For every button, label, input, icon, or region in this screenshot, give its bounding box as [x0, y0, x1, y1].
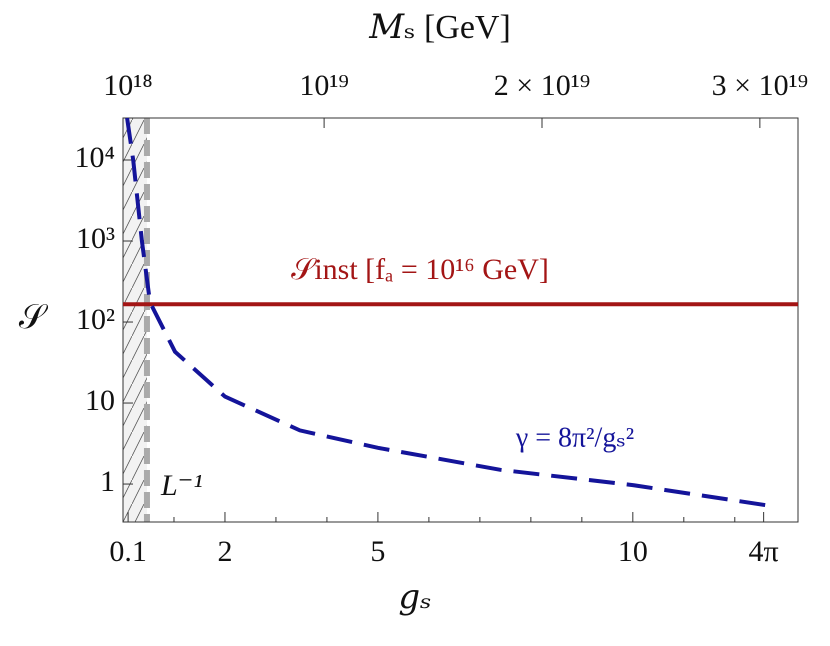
x-tick-label: 0.1 — [109, 535, 147, 568]
series-line — [125, 117, 766, 508]
x2-tick-label: 3 × 10¹⁹ — [712, 69, 808, 102]
x-tick-label: 4π — [749, 535, 779, 568]
x-axis-label: 𝑔ₛ — [398, 579, 431, 616]
x2-tick-label: 2 × 10¹⁹ — [494, 69, 590, 102]
y-tick-label: 10³ — [76, 222, 115, 255]
x-tick-label: 10 — [618, 535, 648, 568]
x2-axis-label: 𝑀ₛ [GeV] — [368, 9, 511, 46]
y-tick-label: 10⁴ — [75, 141, 115, 174]
x-tick-label: 5 — [370, 535, 385, 568]
excluded-label: L⁻¹ — [160, 469, 203, 502]
y-axis-label: 𝒮 — [19, 299, 49, 336]
x2-tick-label: 10¹⁸ — [103, 69, 152, 102]
series-label: 𝒮inst [fₐ = 10¹⁶ GeV] — [291, 253, 549, 286]
y-tick-label: 10² — [76, 303, 115, 336]
plot-frame — [122, 117, 799, 523]
x2-tick-label: 10¹⁹ — [299, 69, 348, 102]
y-tick-label: 1 — [100, 465, 115, 498]
y-tick-label: 10 — [85, 384, 115, 417]
x-tick-label: 2 — [217, 535, 232, 568]
series-label: γ = 8π²/gₛ² — [515, 422, 634, 453]
